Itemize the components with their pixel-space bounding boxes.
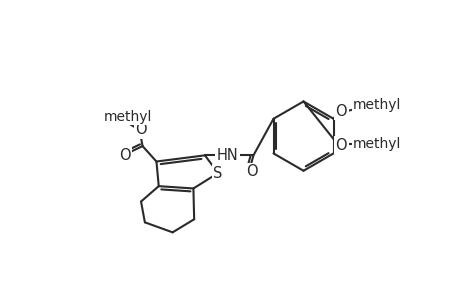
Text: methyl: methyl [104,110,152,124]
Text: O: O [335,138,346,153]
Text: methyl: methyl [353,98,401,112]
Text: S: S [213,166,222,181]
Text: O: O [335,104,346,119]
Text: O: O [119,148,130,163]
Text: O: O [246,164,257,179]
Text: methyl: methyl [353,137,401,151]
Text: O: O [135,122,146,137]
Text: HN: HN [216,148,238,163]
